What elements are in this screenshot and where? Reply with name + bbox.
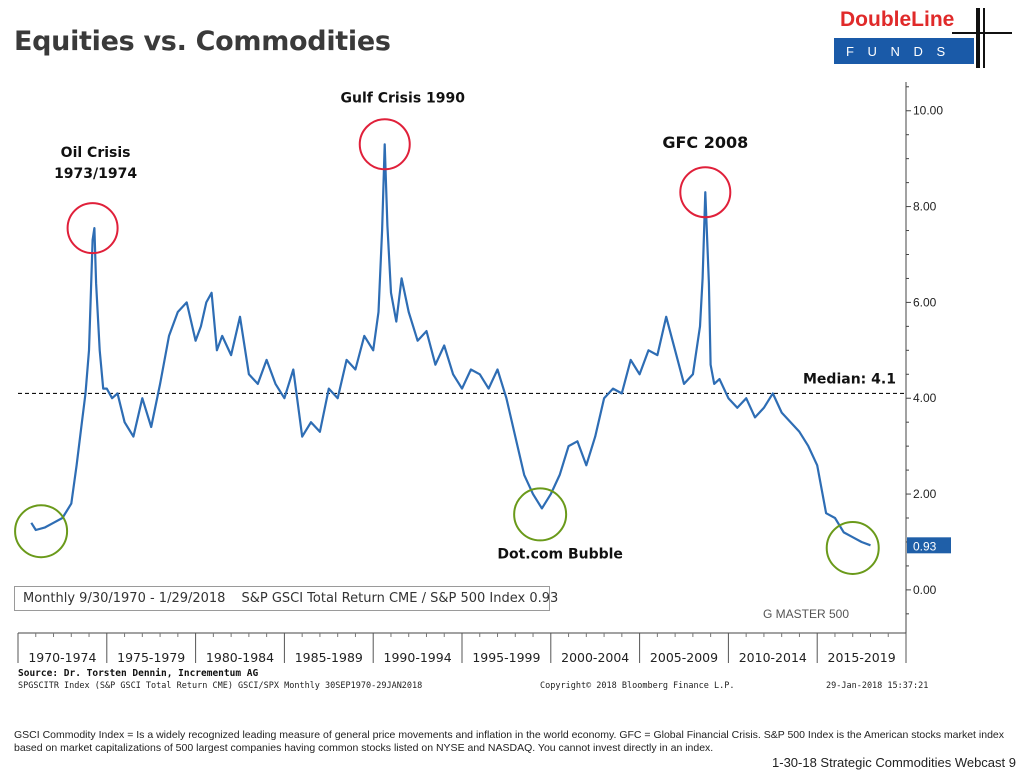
timestamp: 29-Jan-2018 15:37:21 [826, 681, 929, 691]
legend-period: Monthly 9/30/1970 - 1/29/2018 [23, 591, 226, 606]
logo-wordmark: DoubleLine [840, 8, 954, 31]
annotation-label: Dot.com Bubble [497, 546, 623, 562]
annotation-label-line2: 1973/1974 [54, 166, 137, 182]
y-tick-label: 2.00 [913, 487, 937, 501]
crisis-circle [358, 118, 411, 171]
x-tick-label: 1990-1994 [384, 650, 452, 665]
last-value-marker: 0.93 [907, 537, 951, 554]
y-tick-label: 6.00 [913, 295, 937, 309]
x-tick-label: 1970-1974 [28, 650, 96, 665]
legend: Monthly 9/30/1970 - 1/29/2018 S&P GSCI T… [14, 586, 558, 611]
logo-funds-text: F U N D S [846, 44, 950, 59]
y-tick-label: 8.00 [913, 200, 937, 214]
footnote: GSCI Commodity Index = Is a widely recog… [14, 729, 1004, 754]
source-line: Source: Dr. Torsten Dennin, Incrementum … [18, 668, 259, 679]
x-tick-label: 1985-1989 [295, 650, 363, 665]
x-tick-label: 1975-1979 [117, 650, 185, 665]
x-tick-label: 2000-2004 [561, 650, 629, 665]
logo-funds-bar [834, 38, 974, 64]
median-label: Median: 4.1 [803, 371, 896, 387]
legend-series-label: S&P GSCI Total Return CME / S&P 500 Inde… [241, 591, 559, 606]
last-value-box [907, 537, 951, 554]
x-tick-label: 1980-1984 [206, 650, 274, 665]
trough-circle [513, 487, 568, 542]
logo-vertical-rule [976, 8, 980, 68]
y-axis: 0.00 2.00 4.00 6.00 8.00 10.00 [905, 82, 943, 633]
annotation-label: Oil Crisis [61, 145, 131, 161]
trough-circle [825, 520, 880, 575]
source-ticker: SPGSCITR Index (S&P GSCI Total Return CM… [18, 681, 423, 691]
annotations: Oil Crisis 1973/1974 Gulf Crisis 1990 GFC 2… [14, 90, 880, 575]
watermark: G MASTER 500 [763, 607, 850, 621]
x-tick-label: 2005-2009 [650, 650, 718, 665]
y-tick-label: 4.00 [913, 391, 937, 405]
x-tick-label: 1995-1999 [472, 650, 540, 665]
doubleline-logo: DoubleLine F U N D S [834, 8, 1012, 68]
y-tick-label: 10.00 [913, 104, 943, 118]
y-tick-label: 0.00 [913, 583, 937, 597]
x-axis: 1970-1974 1975-1979 1980-1984 1985-1989 1990… [17, 632, 907, 665]
x-tick-label: 2010-2014 [739, 650, 807, 665]
x-tick-label: 2015-2019 [828, 650, 896, 665]
median-group: Median: 4.1 [18, 371, 906, 395]
series-line-gsci-spx [30, 143, 871, 547]
annotation-label: GFC 2008 [662, 133, 748, 152]
page-title: Equities vs. Commodities [14, 26, 391, 57]
last-value-label: 0.93 [913, 539, 937, 553]
annotation-label: Gulf Crisis 1990 [340, 90, 465, 106]
chart: Median: 4.1 Oil Crisis 1973/1974 Gulf Cris… [14, 82, 951, 665]
copyright: Copyright© 2018 Bloomberg Finance L.P. [540, 681, 735, 691]
page-footer: 1-30-18 Strategic Commodities Webcast 9 [772, 755, 1016, 770]
crisis-circle [66, 202, 119, 255]
crisis-circle [679, 166, 732, 219]
logo-horizontal-rule [952, 32, 1012, 34]
trough-circle [14, 504, 69, 559]
logo-vertical-rule-thin [983, 8, 985, 68]
